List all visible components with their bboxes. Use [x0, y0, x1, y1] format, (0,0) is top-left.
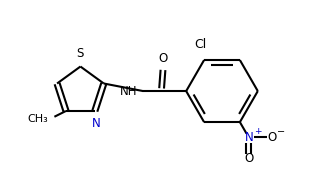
Text: O: O	[158, 52, 168, 65]
Text: NH: NH	[119, 85, 137, 98]
Text: O: O	[244, 152, 254, 165]
Text: Cl: Cl	[195, 38, 207, 50]
Text: N: N	[244, 131, 253, 144]
Text: −: −	[277, 127, 286, 137]
Text: S: S	[77, 47, 84, 60]
Text: O: O	[267, 131, 277, 144]
Text: CH₃: CH₃	[28, 115, 48, 125]
Text: N: N	[92, 117, 101, 130]
Text: +: +	[255, 127, 262, 136]
